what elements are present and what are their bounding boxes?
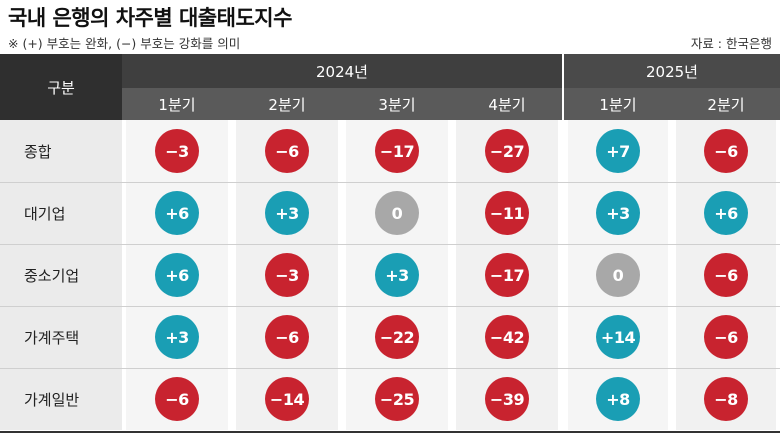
row-divider xyxy=(0,306,780,307)
value-bubble: −6 xyxy=(265,315,309,359)
value-bubble: 0 xyxy=(375,191,419,235)
value-bubble: +3 xyxy=(375,253,419,297)
year-header-2024: 2024년 xyxy=(122,54,562,88)
row-label: 종합 xyxy=(0,120,122,182)
quarter-header-2025-q2: 2분기 xyxy=(672,88,780,120)
row-label: 대기업 xyxy=(0,182,122,244)
value-bubble: −6 xyxy=(704,129,748,173)
value-bubble: −3 xyxy=(155,129,199,173)
quarter-header-2025-q1: 1분기 xyxy=(564,88,672,120)
year-header-2025: 2025년 xyxy=(564,54,780,88)
value-bubble: 0 xyxy=(596,253,640,297)
value-bubble: −25 xyxy=(375,377,419,421)
quarter-header-2024-q3: 3분기 xyxy=(342,88,452,120)
value-bubble: −6 xyxy=(155,377,199,421)
value-bubble: +3 xyxy=(265,191,309,235)
value-bubble: +8 xyxy=(596,377,640,421)
value-bubble: −17 xyxy=(375,129,419,173)
value-bubble: −14 xyxy=(265,377,309,421)
value-bubble: −17 xyxy=(485,253,529,297)
value-bubble: −3 xyxy=(265,253,309,297)
value-bubble: −6 xyxy=(265,129,309,173)
value-bubble: −6 xyxy=(704,253,748,297)
value-bubble: −42 xyxy=(485,315,529,359)
category-header: 구분 xyxy=(0,54,122,120)
value-bubble: −11 xyxy=(485,191,529,235)
quarter-header-2024-q2: 2분기 xyxy=(232,88,342,120)
value-bubble: −8 xyxy=(704,377,748,421)
quarter-header-2024-q1: 1분기 xyxy=(122,88,232,120)
page-title: 국내 은행의 차주별 대출태도지수 xyxy=(8,6,292,30)
value-bubble: +6 xyxy=(155,253,199,297)
row-label: 가계일반 xyxy=(0,368,122,430)
row-divider xyxy=(0,244,780,245)
row-label: 중소기업 xyxy=(0,244,122,306)
loan-attitude-table: 구분 2024년 2025년 1분기 2분기 3분기 4분기 1분기 2분기 종… xyxy=(0,54,780,433)
value-bubble: +3 xyxy=(155,315,199,359)
value-bubble: +6 xyxy=(155,191,199,235)
value-bubble: −22 xyxy=(375,315,419,359)
value-bubble: +14 xyxy=(596,315,640,359)
value-bubble: +6 xyxy=(704,191,748,235)
value-bubble: −27 xyxy=(485,129,529,173)
row-divider xyxy=(0,182,780,183)
quarter-header-2024-q4: 4분기 xyxy=(452,88,562,120)
table-bottom-border xyxy=(0,431,780,433)
value-bubble: +7 xyxy=(596,129,640,173)
row-divider xyxy=(0,368,780,369)
legend-note: ※ (+) 부호는 완화, (−) 부호는 강화를 의미 xyxy=(8,36,241,51)
value-bubble: −39 xyxy=(485,377,529,421)
source-note: 자료 : 한국은행 xyxy=(690,36,772,51)
value-bubble: +3 xyxy=(596,191,640,235)
row-label: 가계주택 xyxy=(0,306,122,368)
value-bubble: −6 xyxy=(704,315,748,359)
